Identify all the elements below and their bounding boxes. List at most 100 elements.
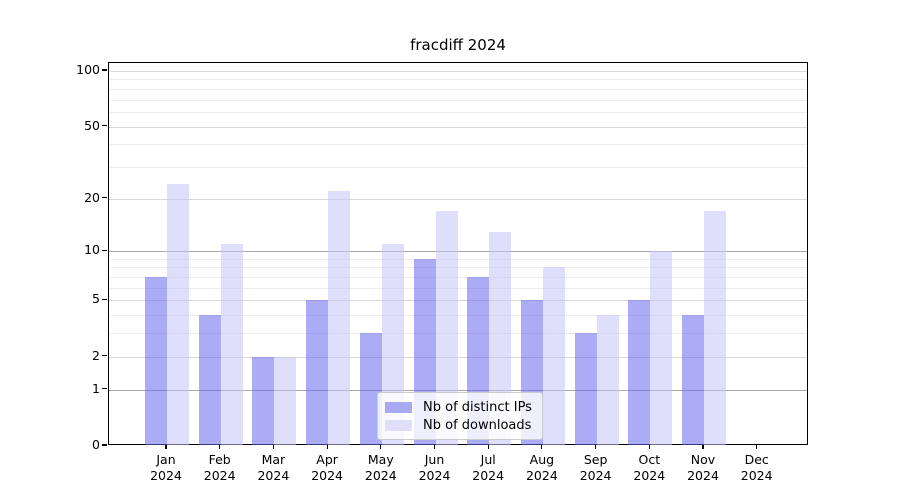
legend-swatch-downloads bbox=[385, 419, 412, 431]
y-tick-label-1: 1 bbox=[92, 380, 100, 396]
x-tick-text: Feb bbox=[208, 452, 231, 467]
bar-distinct-ips-feb bbox=[198, 315, 221, 445]
gridline-1 bbox=[109, 389, 807, 391]
bar-downloads-feb bbox=[220, 244, 243, 445]
x-tick-label-sep: Sep 2024 bbox=[566, 452, 626, 484]
y-tick-mark-50 bbox=[102, 124, 107, 127]
x-tick-text: Oct bbox=[638, 452, 661, 467]
x-tick-text: 2024 bbox=[364, 468, 397, 483]
bar-downloads-jan bbox=[167, 184, 189, 445]
x-tick-label-oct: Oct 2024 bbox=[619, 452, 679, 484]
minor-gridline-6 bbox=[109, 287, 807, 289]
x-tick-label-nov: Nov 2024 bbox=[673, 452, 733, 484]
bar-distinct-ips-may bbox=[359, 333, 382, 445]
y-tick-mark-5 bbox=[102, 298, 107, 300]
bar-distinct-ips-nov bbox=[682, 315, 704, 445]
x-tick-text: Jan bbox=[156, 452, 176, 467]
x-tick-mark-jul bbox=[487, 445, 489, 449]
minor-gridline-60 bbox=[109, 111, 807, 113]
minor-gridline-40 bbox=[109, 144, 807, 146]
minor-gridline-30 bbox=[109, 166, 807, 168]
x-tick-text: 2024 bbox=[150, 468, 182, 483]
x-tick-text: Sep bbox=[583, 452, 608, 467]
x-tick-mark-oct bbox=[648, 445, 650, 449]
x-tick-label-dec: Dec 2024 bbox=[727, 452, 787, 484]
x-tick-label-aug: Aug 2024 bbox=[512, 452, 572, 484]
x-tick-mark-apr bbox=[326, 445, 328, 449]
plot-area bbox=[108, 62, 808, 445]
x-tick-mark-jun bbox=[433, 445, 436, 449]
y-tick-label-20: 20 bbox=[84, 189, 100, 205]
x-tick-label-jan: Jan 2024 bbox=[136, 452, 196, 484]
gridline-100 bbox=[109, 71, 807, 72]
x-tick-text: 2024 bbox=[257, 468, 290, 483]
x-tick-text: Jun bbox=[424, 452, 445, 467]
x-tick-mark-may bbox=[380, 445, 382, 449]
x-tick-text: Aug bbox=[529, 452, 555, 467]
legend-swatch-distinct-ips bbox=[385, 401, 412, 413]
x-tick-mark-aug bbox=[541, 445, 543, 449]
x-tick-text: Apr bbox=[316, 452, 338, 467]
bar-downloads-jul bbox=[489, 231, 512, 445]
gridline-10 bbox=[109, 251, 807, 253]
x-tick-text: Jul bbox=[480, 452, 496, 467]
y-tick-mark-10 bbox=[102, 249, 107, 251]
minor-gridline-4 bbox=[109, 315, 807, 317]
minor-gridline-90 bbox=[109, 79, 807, 81]
y-tick-mark-20 bbox=[102, 197, 107, 199]
y-tick-label-100: 100 bbox=[76, 62, 100, 77]
bar-distinct-ips-apr bbox=[306, 300, 329, 445]
x-tick-text: Nov bbox=[690, 452, 716, 467]
x-tick-mark-dec bbox=[756, 445, 758, 449]
minor-gridline-9 bbox=[109, 258, 807, 260]
legend: Nb of distinct IPs Nb of downloads bbox=[377, 392, 543, 440]
legend-item-downloads: Nb of downloads bbox=[385, 416, 542, 434]
x-tick-text: Mar bbox=[261, 452, 286, 467]
y-tick-label-5: 5 bbox=[92, 291, 100, 307]
bar-downloads-aug bbox=[542, 267, 565, 445]
legend-item-distinct-ips: Nb of distinct IPs bbox=[385, 398, 542, 416]
x-tick-mark-jan bbox=[165, 445, 167, 449]
bar-downloads-jun bbox=[435, 211, 458, 445]
x-tick-mark-sep bbox=[595, 445, 597, 449]
bar-distinct-ips-jan bbox=[145, 277, 167, 445]
x-tick-text: May bbox=[367, 452, 394, 467]
y-tick-mark-1 bbox=[102, 388, 107, 390]
y-tick-label-2: 2 bbox=[92, 347, 100, 363]
y-tick-mark-0 bbox=[102, 444, 107, 446]
gridline-50 bbox=[109, 126, 807, 128]
x-tick-label-apr: Apr 2024 bbox=[297, 452, 357, 484]
x-tick-label-mar: Mar 2024 bbox=[243, 452, 303, 484]
x-tick-text: Dec bbox=[744, 452, 769, 467]
gridline-20 bbox=[109, 198, 807, 200]
x-tick-label-may: May 2024 bbox=[351, 452, 411, 484]
minor-gridline-7 bbox=[109, 277, 807, 279]
y-tick-label-10: 10 bbox=[84, 242, 100, 258]
minor-gridline-80 bbox=[109, 88, 807, 90]
y-tick-mark-100 bbox=[102, 69, 107, 71]
bar-distinct-ips-oct bbox=[628, 300, 651, 445]
x-tick-text: 2024 bbox=[472, 468, 505, 483]
minor-gridline-3 bbox=[109, 333, 807, 335]
x-tick-text: 2024 bbox=[579, 468, 612, 483]
x-tick-label-feb: Feb 2024 bbox=[190, 452, 250, 484]
bar-downloads-apr bbox=[328, 191, 351, 445]
x-tick-text: 2024 bbox=[525, 468, 558, 483]
bar-downloads-nov bbox=[704, 211, 726, 445]
x-tick-mark-feb bbox=[219, 445, 221, 449]
bar-downloads-oct bbox=[650, 251, 673, 445]
y-tick-label-0: 0 bbox=[92, 437, 100, 452]
x-tick-text: 2024 bbox=[203, 468, 236, 483]
x-tick-label-jun: Jun 2024 bbox=[405, 452, 465, 484]
legend-label-downloads: Nb of downloads bbox=[423, 417, 532, 433]
x-tick-text: 2024 bbox=[418, 468, 451, 483]
legend-label-distinct-ips: Nb of distinct IPs bbox=[423, 399, 532, 415]
gridline-2 bbox=[109, 356, 807, 358]
bar-distinct-ips-mar bbox=[252, 356, 275, 445]
x-tick-text: 2024 bbox=[740, 468, 773, 483]
minor-gridline-70 bbox=[109, 99, 807, 101]
x-tick-mark-nov bbox=[702, 445, 704, 449]
x-tick-text: 2024 bbox=[633, 468, 666, 483]
x-tick-text: 2024 bbox=[687, 468, 719, 483]
